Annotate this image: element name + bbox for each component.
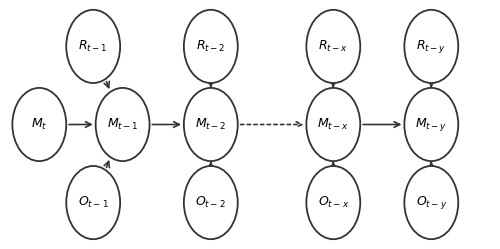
Ellipse shape xyxy=(306,88,360,161)
Ellipse shape xyxy=(306,10,360,83)
Text: $R_{t-2}$: $R_{t-2}$ xyxy=(196,39,226,54)
Ellipse shape xyxy=(12,88,66,161)
Text: $O_{t-1}$: $O_{t-1}$ xyxy=(78,195,108,210)
Ellipse shape xyxy=(184,88,238,161)
Ellipse shape xyxy=(404,10,458,83)
Ellipse shape xyxy=(306,166,360,239)
Text: $M_{t-x}$: $M_{t-x}$ xyxy=(317,117,350,132)
Ellipse shape xyxy=(66,166,120,239)
Ellipse shape xyxy=(404,88,458,161)
Text: $R_{t-y}$: $R_{t-y}$ xyxy=(416,38,446,55)
Text: $O_{t-y}$: $O_{t-y}$ xyxy=(416,194,447,211)
Ellipse shape xyxy=(184,166,238,239)
Ellipse shape xyxy=(66,10,120,83)
Text: $M_{t-y}$: $M_{t-y}$ xyxy=(415,116,448,133)
Text: $R_{t-1}$: $R_{t-1}$ xyxy=(78,39,108,54)
Text: $O_{t-2}$: $O_{t-2}$ xyxy=(196,195,226,210)
Ellipse shape xyxy=(96,88,150,161)
Text: $M_t$: $M_t$ xyxy=(31,117,48,132)
Ellipse shape xyxy=(184,10,238,83)
Text: $M_{t-2}$: $M_{t-2}$ xyxy=(195,117,226,132)
Text: $M_{t-1}$: $M_{t-1}$ xyxy=(107,117,138,132)
Ellipse shape xyxy=(404,166,458,239)
Text: $R_{t-x}$: $R_{t-x}$ xyxy=(318,39,348,54)
Text: $O_{t-x}$: $O_{t-x}$ xyxy=(318,195,349,210)
